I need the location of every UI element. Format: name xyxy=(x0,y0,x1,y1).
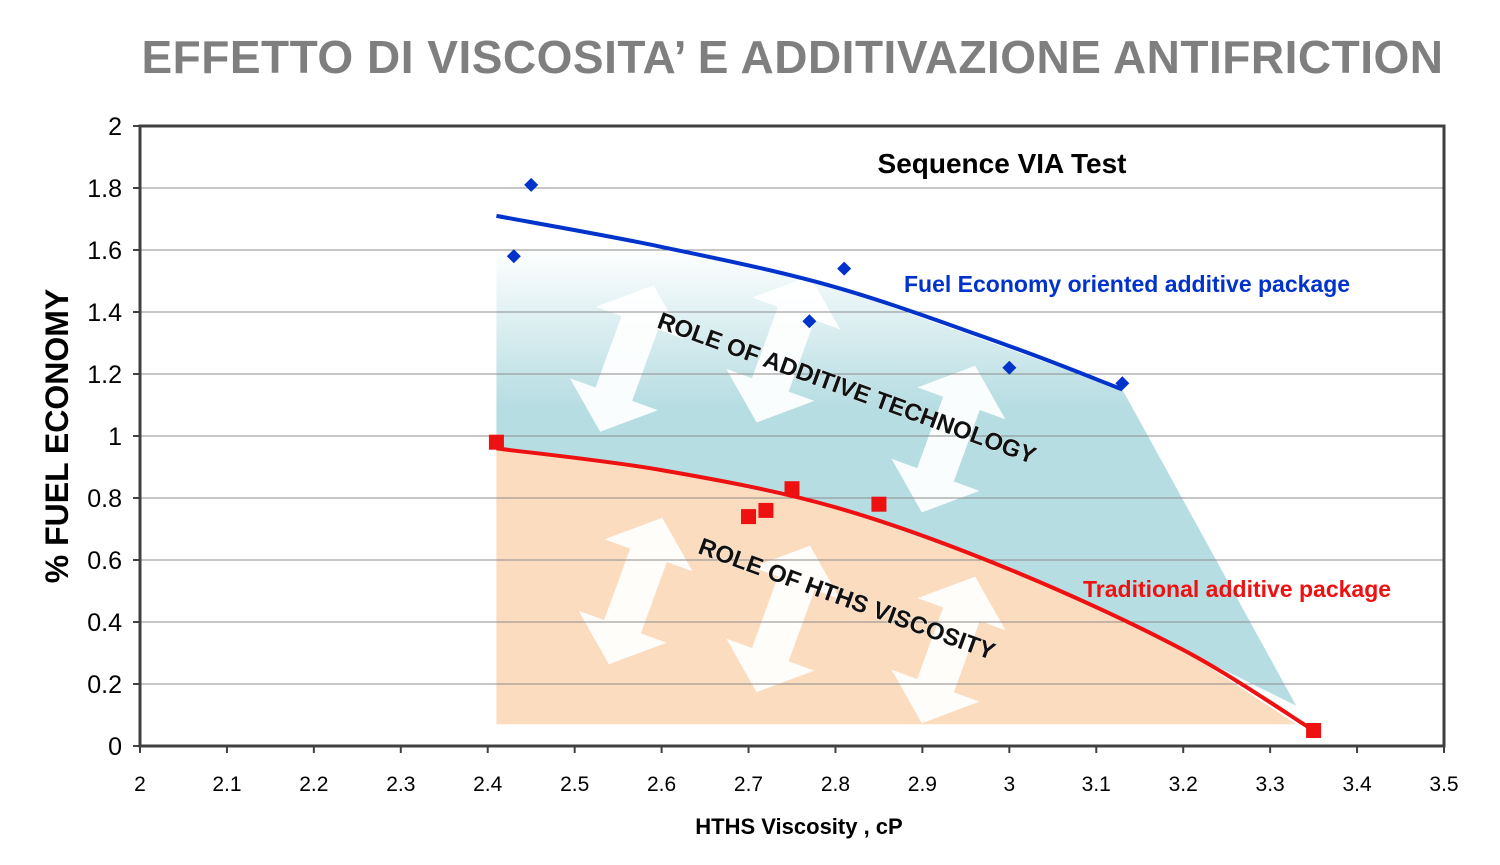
y-tick-label: 1 xyxy=(108,423,122,451)
double-arrow-icon xyxy=(578,517,693,665)
x-tick-label: 3 xyxy=(1003,773,1015,796)
series-label-fuel-economy: Fuel Economy oriented additive package xyxy=(904,271,1350,297)
x-tick-label: 2.5 xyxy=(560,773,589,796)
data-points xyxy=(488,177,1322,738)
data-point-diamond xyxy=(506,249,521,264)
series-label-traditional: Traditional additive package xyxy=(1083,576,1391,602)
x-axis-label: HTHS Viscosity , cP xyxy=(695,814,902,839)
page-title: EFFETTO DI VISCOSITA’ E ADDITIVAZIONE AN… xyxy=(141,31,1444,83)
x-tick-label: 2.7 xyxy=(734,773,763,796)
shaded-regions xyxy=(496,246,1297,725)
region-additive-technology xyxy=(496,246,1297,706)
double-arrow-icon xyxy=(891,365,1006,513)
x-tick-label: 3.5 xyxy=(1429,773,1458,796)
axis-ticks: 0 0.2 0.4 0.6 0.8 1 1.2 1.4 1.6 1.8 2 2 2.1 2.2 2.3 2.4… xyxy=(87,113,1458,796)
data-point-square xyxy=(741,509,757,525)
y-tick-label: 0.6 xyxy=(87,547,122,575)
y-tick-label: 0.8 xyxy=(87,485,122,513)
data-point-square xyxy=(1306,723,1322,738)
data-point-square xyxy=(758,502,774,518)
data-point-diamond xyxy=(1002,360,1017,375)
double-arrow-icon xyxy=(726,545,841,693)
data-point-diamond xyxy=(524,177,539,192)
x-tick-label: 3.2 xyxy=(1169,773,1198,796)
y-tick-label: 0 xyxy=(108,733,122,761)
gridlines xyxy=(140,187,1444,685)
double-arrow-icon xyxy=(891,576,1006,724)
y-tick-label: 1.8 xyxy=(87,175,122,203)
data-point-diamond xyxy=(802,314,817,329)
data-point-square xyxy=(488,434,504,450)
data-point-square xyxy=(784,481,800,497)
chart-title: Sequence VIA Test xyxy=(878,148,1127,179)
x-tick-label: 2.9 xyxy=(908,773,937,796)
data-point-diamond xyxy=(837,261,852,276)
x-tick-label: 2.3 xyxy=(386,773,415,796)
x-tick-label: 2.4 xyxy=(473,773,503,796)
double-arrows xyxy=(569,275,1006,724)
y-tick-label: 2 xyxy=(108,113,122,141)
trend-line-fuel-economy xyxy=(496,213,1124,392)
y-tick-label: 0.2 xyxy=(87,671,122,699)
y-axis-label: % FUEL ECONOMY xyxy=(39,289,75,584)
x-tick-label: 2.8 xyxy=(821,773,850,796)
x-tick-label: 2.6 xyxy=(647,773,676,796)
x-tick-label: 2.1 xyxy=(212,773,241,796)
double-arrow-icon xyxy=(726,275,841,423)
y-tick-label: 1.2 xyxy=(87,361,122,389)
data-point-square xyxy=(871,496,887,512)
x-tick-label: 2 xyxy=(134,773,146,796)
y-tick-label: 1.4 xyxy=(87,299,122,327)
double-arrow-icon xyxy=(569,285,684,432)
x-tick-label: 3.4 xyxy=(1342,773,1372,796)
x-tick-label: 3.1 xyxy=(1082,773,1111,796)
trend-lines xyxy=(496,213,1315,733)
y-tick-label: 1.6 xyxy=(87,237,122,265)
y-tick-label: 0.4 xyxy=(87,609,122,637)
trend-line-traditional xyxy=(496,446,1315,733)
region-hths-viscosity xyxy=(496,448,1297,725)
data-point-diamond xyxy=(1115,376,1130,391)
x-tick-label: 2.2 xyxy=(299,773,328,796)
x-tick-label: 3.3 xyxy=(1256,773,1285,796)
